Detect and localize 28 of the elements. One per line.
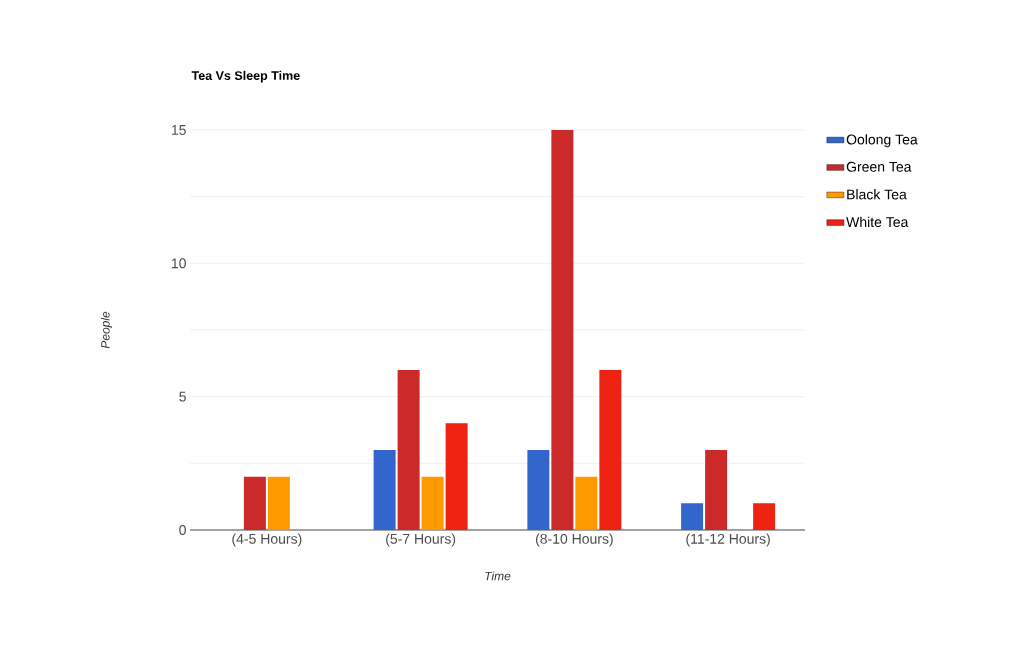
bar	[373, 449, 396, 530]
bar	[599, 369, 622, 530]
bar	[753, 503, 776, 530]
legend-label: White Tea	[846, 216, 909, 228]
y-tick-label: 5	[179, 391, 186, 402]
y-tick-label: 15	[171, 125, 186, 135]
y-axis-title: People	[100, 311, 113, 349]
x-tick-label: (11-12 Hours)	[686, 533, 770, 547]
bar	[705, 449, 728, 530]
x-axis-title: Time	[485, 571, 511, 581]
legend-label: Green Tea	[846, 161, 912, 172]
x-tick-label: (8-10 Hours)	[535, 533, 613, 547]
bar	[527, 449, 550, 530]
bar	[243, 476, 266, 530]
y-tick-label: 0	[179, 525, 186, 535]
bar	[681, 503, 704, 530]
bar	[551, 130, 574, 530]
legend-label: Oolong Tea	[846, 134, 918, 148]
legend-label: Black Tea	[847, 189, 907, 200]
bar	[575, 476, 598, 530]
bar	[397, 369, 420, 530]
bar	[445, 423, 468, 530]
bar	[421, 476, 444, 530]
x-tick-label: (4-5 Hours)	[232, 533, 302, 547]
y-tick-label: 10	[171, 258, 186, 269]
bar	[267, 476, 290, 530]
chart-title: Tea Vs Sleep Time	[191, 70, 300, 83]
x-tick-label: (5-7 Hours)	[386, 533, 456, 547]
